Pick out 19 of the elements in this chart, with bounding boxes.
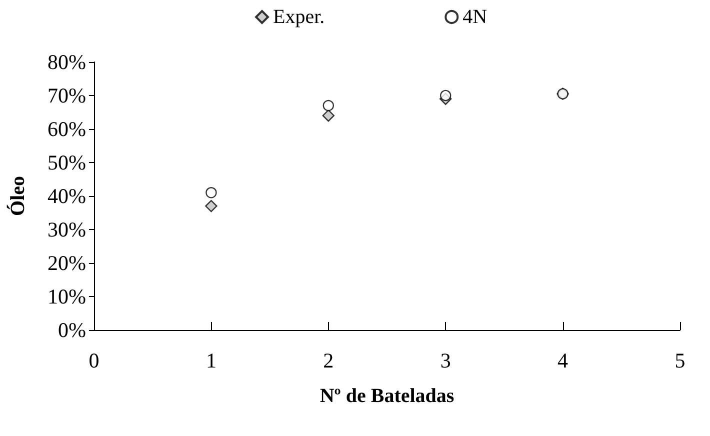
x-tick-label: 2 xyxy=(323,348,334,372)
y-tick-label: 80% xyxy=(48,50,86,74)
x-axis-title: Nº de Bateladas xyxy=(320,385,454,407)
y-tick-label: 10% xyxy=(48,284,86,308)
y-tick-label: 50% xyxy=(48,150,86,174)
y-tick-label: 30% xyxy=(48,218,86,242)
y-tick-label: 0% xyxy=(58,318,86,342)
legend-label: Exper. xyxy=(273,6,325,28)
x-tick-label: 3 xyxy=(440,348,451,372)
y-tick-label: 40% xyxy=(48,184,86,208)
x-tick-label: 1 xyxy=(206,348,216,372)
legend-label: 4N xyxy=(462,6,488,28)
y-tick-label: 70% xyxy=(48,84,86,108)
y-axis-title: Óleo xyxy=(6,176,29,216)
x-tick-label: 0 xyxy=(88,348,100,372)
x-tick-label: 5 xyxy=(674,348,686,372)
x-tick-label: 4 xyxy=(558,348,569,372)
y-tick-label: 60% xyxy=(48,117,86,141)
y-tick-label: 20% xyxy=(48,251,86,275)
